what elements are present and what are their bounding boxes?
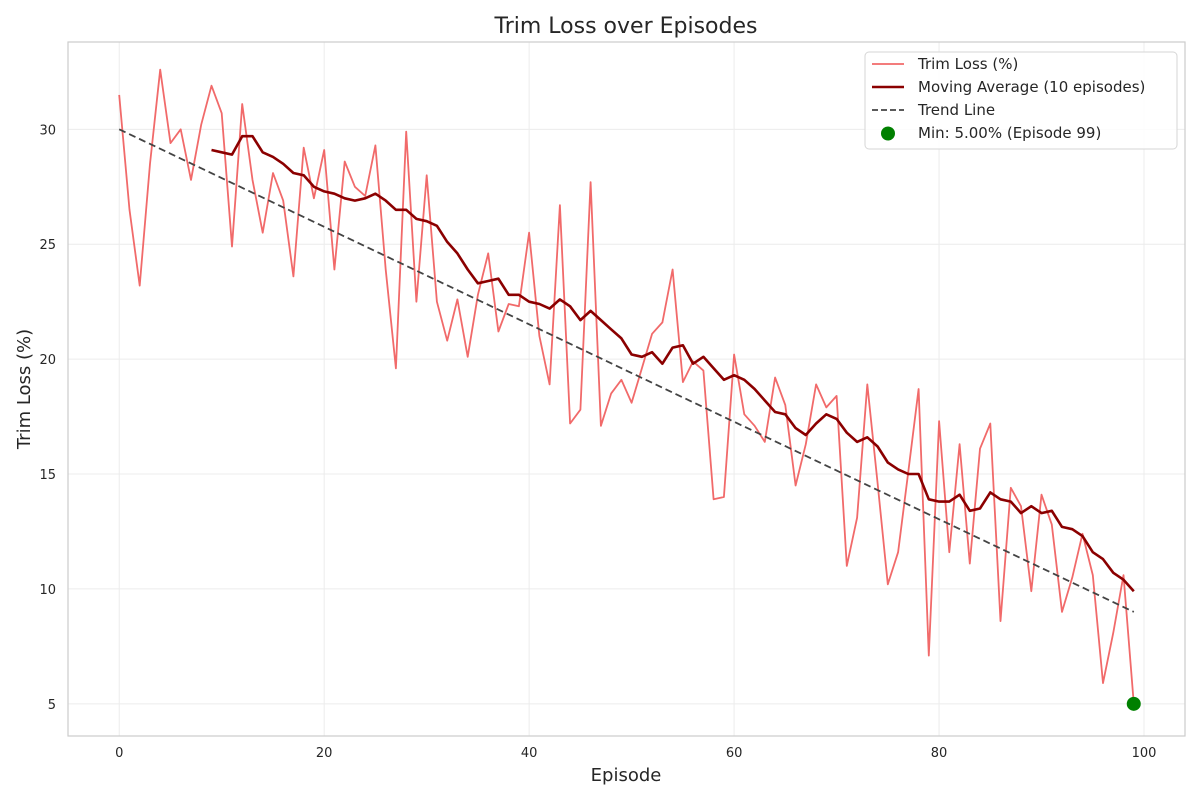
plot-frame (67, 41, 1186, 737)
series-line-2 (118, 128, 1135, 613)
grid-lines (68, 42, 1185, 736)
legend-label-3: Min: 5.00% (Episode 99) (918, 124, 1101, 142)
x-tick-label: 80 (931, 746, 948, 761)
x-tick-label: 100 (1132, 746, 1157, 761)
series-lines (118, 68, 1141, 711)
legend-box (864, 51, 1178, 150)
series-line-1 (211, 134, 1135, 593)
x-tick-label: 40 (521, 746, 538, 761)
y-tick-label: 20 (39, 353, 56, 368)
legend-swatch-marker (881, 126, 895, 141)
legend-items: Trim Loss (%) Moving Average (10 episodes… (872, 55, 1145, 142)
legend-label-0: Trim Loss (%) (917, 55, 1018, 73)
x-tick-label: 0 (115, 746, 123, 761)
y-tick-label: 10 (39, 583, 56, 598)
legend-label-2: Trend Line (917, 101, 995, 119)
x-tick-label: 60 (726, 746, 743, 761)
y-tick-label: 5 (48, 698, 56, 713)
min-point-marker (1126, 696, 1141, 711)
chart-title: Trim Loss over Episodes (494, 14, 758, 39)
tick-labels: 0 20 40 60 80 100 5 10 15 20 25 30 (39, 123, 1156, 761)
legend-label-1: Moving Average (10 episodes) (918, 78, 1145, 96)
y-axis-label: Trim Loss (%) (14, 329, 35, 450)
series-line-0 (118, 68, 1135, 704)
legend: Trim Loss (%) Moving Average (10 episodes… (864, 51, 1178, 150)
y-tick-label: 25 (39, 238, 56, 253)
y-tick-label: 15 (39, 468, 56, 483)
x-tick-label: 20 (316, 746, 333, 761)
x-axis-label: Episode (591, 765, 662, 786)
y-tick-label: 30 (39, 123, 56, 138)
